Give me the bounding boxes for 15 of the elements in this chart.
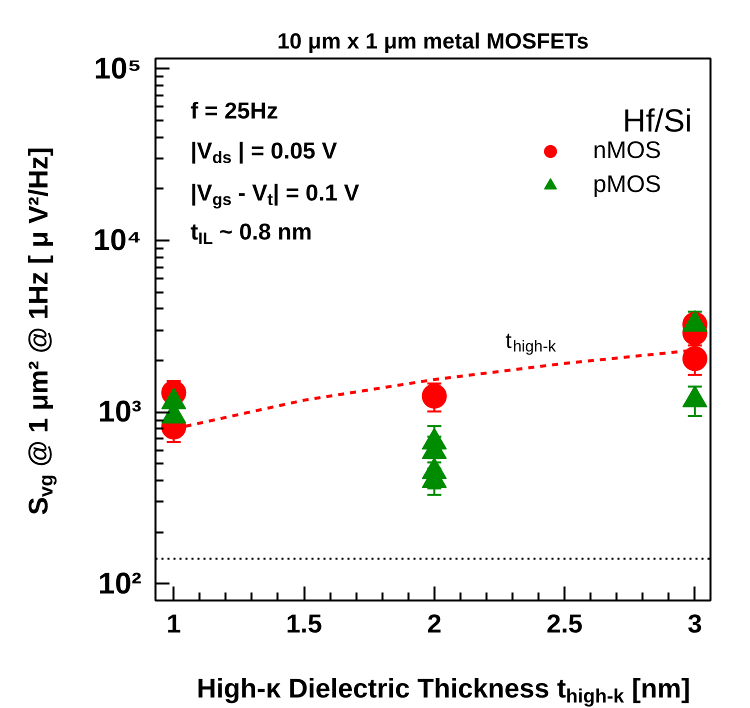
y-axis-title: Svg @ 1 μm² @ 1Hz [ μ V²/Hz]: [24, 147, 58, 516]
y-tick-label: 10⁴: [93, 224, 142, 258]
annotation: Hf/Si: [622, 102, 692, 138]
x-tick-label: 3: [688, 608, 702, 638]
annotation: f = 25Hz: [190, 98, 278, 124]
x-tick-label: 2: [427, 608, 442, 638]
x-tick-label: 1.5: [286, 608, 322, 638]
y-tick-label: 10²: [98, 567, 142, 600]
legend-label: pMOS: [593, 171, 662, 199]
chart-title: 10 μm x 1 μm metal MOSFETs: [277, 28, 589, 54]
y-tick-label: 10⁵: [94, 52, 142, 86]
x-tick-label: 1: [166, 608, 181, 638]
x-tick-label: 2.5: [546, 608, 583, 638]
legend-label: nMOS: [593, 137, 662, 165]
y-tick-label: 10³: [98, 396, 142, 429]
